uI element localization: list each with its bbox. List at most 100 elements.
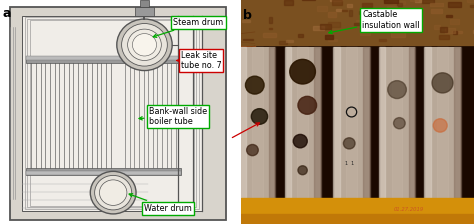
Bar [239, 47, 246, 198]
Bar [392, 47, 402, 198]
Text: Water drum: Water drum [129, 194, 192, 213]
Bar [313, 26, 324, 30]
Bar [334, 47, 370, 198]
Bar [397, 3, 402, 6]
Bar [241, 198, 474, 224]
Bar [453, 31, 456, 34]
Bar [242, 20, 250, 22]
Text: Leak site
tube no. 7: Leak site tube no. 7 [177, 51, 221, 70]
Bar [284, 0, 293, 5]
Text: b: b [243, 9, 252, 22]
Bar [370, 47, 379, 198]
Bar [269, 47, 275, 198]
Bar [415, 47, 424, 198]
Bar [334, 47, 340, 198]
Circle shape [433, 119, 447, 132]
Bar [461, 47, 474, 198]
Bar [298, 34, 302, 37]
Bar [379, 47, 385, 198]
Bar [384, 0, 398, 2]
Bar [25, 17, 200, 209]
Bar [27, 171, 181, 175]
Bar [454, 47, 461, 198]
Bar [328, 22, 340, 27]
Bar [452, 32, 462, 33]
Bar [22, 16, 202, 211]
Bar [430, 2, 443, 6]
Circle shape [298, 166, 307, 175]
Bar [284, 47, 291, 198]
Text: 01.27.2019: 01.27.2019 [393, 207, 424, 212]
Bar [392, 31, 405, 37]
Circle shape [100, 180, 127, 205]
Bar [342, 10, 347, 11]
Bar [325, 34, 333, 39]
Bar [263, 33, 276, 37]
Bar [30, 20, 194, 206]
Text: a: a [2, 7, 11, 20]
Bar [320, 24, 331, 29]
Circle shape [251, 109, 268, 124]
Bar [410, 0, 419, 1]
Circle shape [343, 138, 355, 149]
Bar [421, 0, 434, 3]
Bar [269, 17, 272, 23]
Bar [27, 56, 181, 60]
Bar [337, 9, 341, 11]
Bar [431, 9, 442, 13]
Bar [140, 0, 149, 7]
Bar [434, 25, 440, 29]
Bar [448, 2, 461, 7]
Bar [387, 6, 397, 8]
Text: 1  1: 1 1 [345, 161, 354, 166]
Bar [392, 1, 405, 4]
Bar [356, 20, 363, 21]
Bar [446, 15, 452, 17]
Bar [279, 41, 287, 44]
Bar [360, 33, 370, 35]
Bar [437, 47, 448, 198]
Bar [239, 47, 275, 198]
Bar [440, 27, 447, 32]
Bar [415, 0, 421, 2]
Bar [328, 39, 337, 41]
Bar [243, 39, 253, 40]
Bar [284, 47, 321, 198]
Bar [317, 6, 327, 11]
Bar [321, 47, 334, 198]
Bar [470, 5, 474, 7]
Text: Castable
insulation wall: Castable insulation wall [329, 11, 419, 34]
Circle shape [393, 118, 405, 129]
Bar [354, 23, 368, 25]
Bar [424, 47, 461, 198]
Circle shape [117, 19, 172, 71]
Bar [375, 24, 385, 27]
Bar [349, 10, 352, 16]
Bar [363, 47, 370, 198]
Bar [405, 20, 409, 24]
Bar [241, 18, 255, 197]
Circle shape [132, 34, 156, 56]
Text: Bank-wall side
boiler tube: Bank-wall side boiler tube [139, 107, 208, 126]
Bar [450, 19, 458, 24]
Bar [241, 0, 474, 45]
Bar [439, 35, 449, 39]
Bar [403, 25, 408, 26]
Bar [446, 28, 456, 33]
Bar [374, 17, 387, 22]
Bar [362, 3, 372, 7]
Bar [467, 0, 473, 2]
Bar [27, 56, 181, 63]
Circle shape [290, 59, 315, 84]
Bar [424, 47, 431, 198]
Bar [27, 19, 197, 207]
Circle shape [388, 81, 406, 99]
Bar [286, 40, 293, 42]
Bar [359, 11, 372, 14]
Circle shape [432, 73, 453, 93]
Bar [417, 22, 422, 26]
Bar [269, 28, 272, 30]
Bar [297, 47, 308, 198]
Bar [314, 47, 321, 198]
Bar [330, 0, 342, 1]
